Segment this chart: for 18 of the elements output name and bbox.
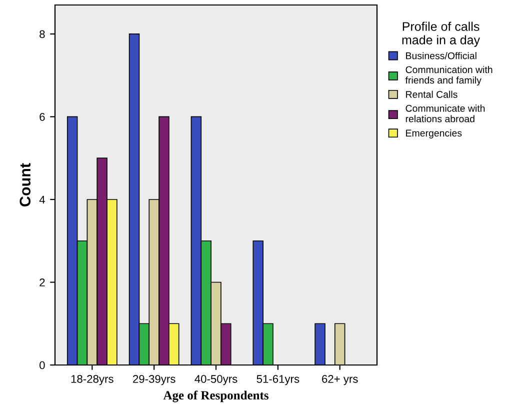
x-axis-title: Age of Respondents bbox=[163, 390, 268, 402]
y-axis-title: Count bbox=[20, 163, 31, 206]
x-tick-label: 51-61yrs bbox=[256, 375, 300, 386]
legend-title: Profile of calls made in a day bbox=[402, 22, 480, 47]
legend-label: Communicate with relations abroad bbox=[406, 104, 485, 122]
x-tick-label: 29-39yrs bbox=[133, 375, 176, 386]
x-tick-label: 62+ yrs bbox=[322, 375, 358, 386]
legend-label: Rental Calls bbox=[406, 90, 458, 98]
legend-label: Business/Official bbox=[406, 52, 476, 60]
y-tick-label: 6 bbox=[40, 112, 45, 121]
legend-label: Emergencies bbox=[406, 129, 462, 138]
legend-label: Communication with friends and family bbox=[405, 66, 492, 86]
x-tick-label: 40-50yrs bbox=[194, 375, 238, 386]
y-tick-label: 0 bbox=[40, 361, 45, 370]
y-tick-label: 2 bbox=[40, 278, 45, 286]
x-tick-label: 18-28yrs bbox=[71, 375, 114, 386]
y-tick-label: 4 bbox=[39, 196, 45, 204]
y-tick-label: 8 bbox=[40, 30, 45, 38]
